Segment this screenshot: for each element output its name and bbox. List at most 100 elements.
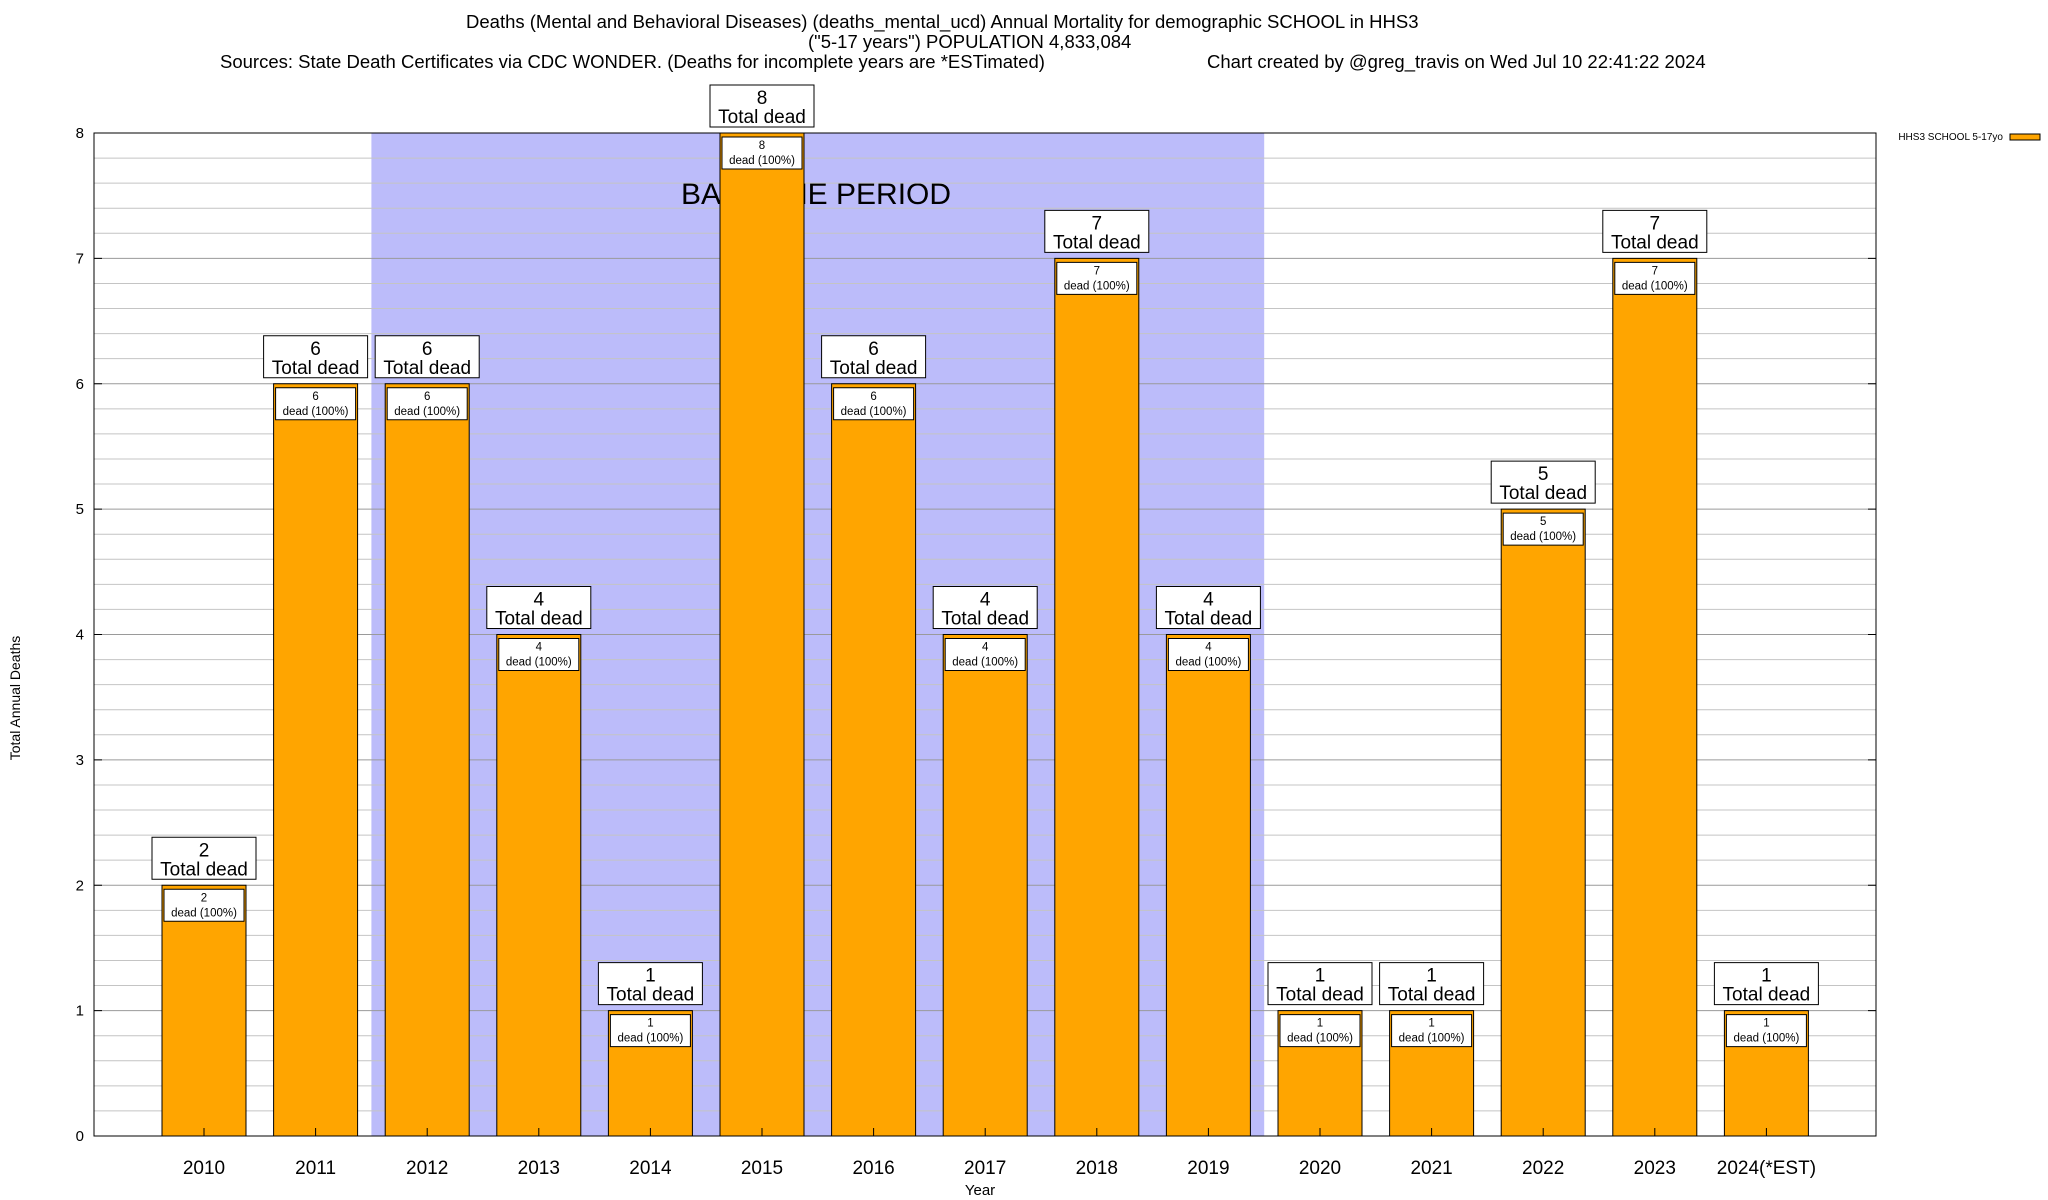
inner-label: 1 dead (100%) (1725, 1014, 1807, 1048)
chart-credit: Chart created by @greg_travis on Wed Jul… (1207, 51, 1706, 72)
inner-label-value: 2 (201, 892, 207, 904)
inner-label-text: dead (100%) (171, 907, 237, 919)
total-label-text: Total dead (1053, 232, 1141, 253)
chart-subtitle: ("5-17 years") POPULATION 4,833,084 (808, 31, 1132, 52)
x-tick-label: 2021 (1410, 1158, 1452, 1179)
y-tick-label: 6 (76, 376, 84, 393)
y-tick-label: 8 (76, 125, 84, 142)
inner-label-text: dead (100%) (1287, 1033, 1353, 1045)
inner-label-text: dead (100%) (1622, 280, 1688, 292)
total-label-text: Total dead (495, 609, 583, 630)
total-label-box (151, 836, 257, 880)
inner-label: 4 dead (100%) (498, 638, 580, 671)
bars (161, 132, 1809, 1137)
inner-label: 1 dead (100%) (609, 1014, 691, 1048)
inner-label: 4 dead (100%) (944, 638, 1026, 671)
inner-label-value: 8 (759, 140, 765, 152)
total-label-box (709, 84, 815, 128)
bar (719, 132, 805, 1137)
total-label-text: Total dead (941, 609, 1029, 630)
inner-label-text: dead (100%) (1510, 531, 1576, 543)
inner-label-box (1056, 261, 1138, 295)
y-axis-label: Total Annual Deaths (7, 635, 23, 761)
total-label-value: 8 (757, 88, 768, 109)
total-label-box (1267, 962, 1373, 1006)
total-label-box (1044, 209, 1150, 253)
total-label-box (374, 335, 480, 379)
chart-sources: Sources: State Death Certificates via CD… (220, 51, 1045, 72)
inner-label: 6 dead (100%) (386, 387, 468, 421)
inner-label-box (498, 638, 580, 671)
y-tick-label: 3 (76, 752, 84, 769)
legend-swatch (2009, 133, 2041, 141)
inner-label-text: dead (100%) (1064, 280, 1130, 292)
bar (496, 634, 582, 1137)
inner-label-value: 4 (536, 642, 543, 654)
total-label-value: 7 (1092, 213, 1103, 234)
inner-label-value: 1 (1317, 1018, 1323, 1030)
y-tick-label: 1 (76, 1003, 84, 1020)
total-label-value: 6 (868, 339, 879, 360)
bar (1500, 508, 1586, 1137)
total-label-value: 2 (199, 840, 210, 861)
inner-label-text: dead (100%) (506, 657, 572, 669)
total-label-box (1713, 962, 1819, 1006)
total-label-text: Total dead (1276, 985, 1364, 1006)
total-label-text: Total dead (1611, 232, 1699, 253)
x-tick-label: 2013 (518, 1158, 560, 1179)
bar (273, 383, 359, 1137)
plot-border (93, 132, 1877, 1137)
x-tick-label: 2019 (1187, 1158, 1229, 1179)
total-label-value: 6 (422, 339, 433, 360)
inner-label-value: 4 (982, 642, 989, 654)
x-tick-label: 2018 (1076, 1158, 1118, 1179)
total-label-value: 7 (1650, 213, 1661, 234)
x-tick-label: 2023 (1634, 1158, 1676, 1179)
x-tick-label: 2010 (183, 1158, 225, 1179)
total-label-value: 1 (1426, 966, 1437, 987)
total-label-box (1155, 586, 1261, 629)
x-tick-label: 2024(*EST) (1717, 1158, 1816, 1179)
inner-label-text: dead (100%) (729, 155, 795, 167)
inner-label-box (1167, 638, 1249, 671)
inner-label-text: dead (100%) (1175, 657, 1241, 669)
inner-label-box (609, 1014, 691, 1048)
inner-label-text: dead (100%) (952, 657, 1018, 669)
inner-label: 1 dead (100%) (1391, 1014, 1473, 1048)
inner-label: 7 dead (100%) (1614, 261, 1696, 295)
inner-label-value: 1 (647, 1018, 653, 1030)
x-tick-label: 2015 (741, 1158, 783, 1179)
total-label-text: Total dead (160, 859, 248, 880)
total-label-value: 5 (1538, 464, 1549, 485)
axes: 0 1 2 3 4 5 6 7 8 2010 2011 2012 2013 2014 2015 2016 201… (76, 125, 1877, 1179)
total-label-value: 1 (645, 966, 656, 987)
inner-label-value: 4 (1205, 642, 1212, 654)
bar (1165, 634, 1251, 1137)
inner-label: 1 dead (100%) (1279, 1014, 1361, 1048)
inner-label-value: 6 (312, 391, 318, 403)
y-tick-label: 4 (76, 627, 84, 644)
total-label-box (263, 335, 369, 379)
total-label-box (1379, 962, 1485, 1006)
legend-label: HHS3 SCHOOL 5-17yo (1898, 132, 2003, 143)
x-tick-label: 2016 (852, 1158, 894, 1179)
total-label-value: 4 (1203, 590, 1214, 611)
inner-label: 5 dead (100%) (1502, 512, 1584, 546)
inner-label-box (163, 888, 245, 922)
total-label-box (932, 586, 1038, 629)
inner-label-text: dead (100%) (394, 406, 460, 418)
x-tick-label: 2022 (1522, 1158, 1564, 1179)
bar (1612, 257, 1698, 1137)
inner-label-box (833, 387, 915, 421)
bar (1054, 257, 1140, 1137)
total-label-box (821, 335, 927, 379)
inner-label-text: dead (100%) (1733, 1033, 1799, 1045)
